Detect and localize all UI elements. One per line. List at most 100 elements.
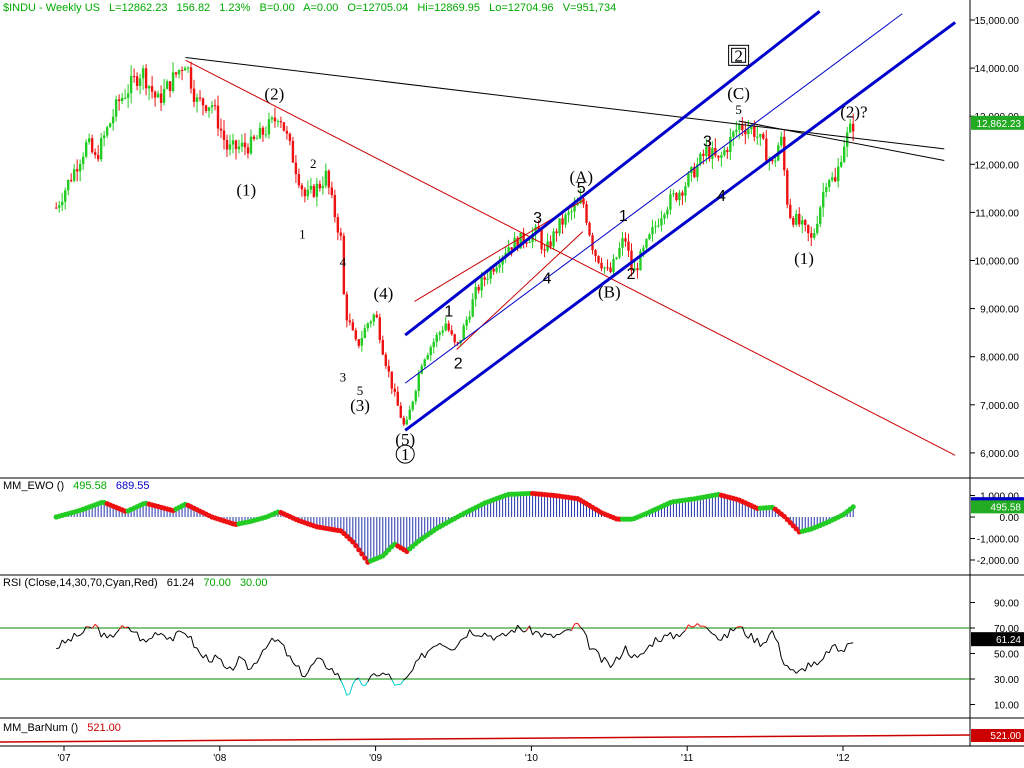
rsi-line-segment [840, 649, 845, 653]
rsi-line-segment [268, 637, 273, 644]
candle-body [318, 183, 322, 189]
candle-body [435, 334, 438, 342]
candle-body [423, 359, 426, 367]
rsi-line-segment [631, 654, 635, 659]
rsi-line-segment [211, 654, 216, 663]
rsi-line-segment [810, 661, 815, 668]
rsi-line-segment [154, 632, 159, 636]
rsi-line-segment [819, 658, 824, 662]
candle-body [714, 148, 717, 156]
candle-body [372, 314, 376, 322]
rsi-line-segment [747, 632, 752, 639]
candle-body [477, 286, 480, 291]
rsi-line-segment [301, 675, 306, 678]
rsi-line-segment [703, 625, 707, 628]
last-price: L=12862.23 [109, 2, 168, 14]
candle-body [816, 223, 819, 234]
rsi-line-segment [442, 645, 446, 648]
candle-body [63, 190, 67, 202]
rsi-line-segment [667, 632, 671, 637]
rsi-line-segment [768, 630, 773, 635]
candle-body [804, 220, 807, 225]
candle-body [171, 72, 175, 92]
candle-body [567, 212, 570, 215]
rsi-line-segment [175, 630, 180, 633]
rsi-line-segment [307, 665, 312, 673]
candle-body [555, 231, 558, 234]
rsi-line-segment [418, 652, 423, 660]
candle-body [750, 125, 753, 130]
candle-body [315, 183, 319, 197]
rsi-line-segment [56, 647, 60, 650]
wave-label: 5 [577, 180, 586, 197]
candle-body [747, 129, 750, 135]
candle-body [420, 366, 423, 374]
wave-label: (4) [373, 284, 393, 303]
wave-label: (B) [598, 283, 621, 302]
candle-body [294, 162, 298, 175]
candle-body [642, 247, 645, 252]
candle-body [126, 93, 130, 98]
candle-body [837, 166, 840, 182]
rsi-line-segment [445, 646, 449, 650]
candle-body [627, 241, 630, 251]
rsi-line-segment [547, 633, 551, 636]
rsi-line-segment [346, 693, 351, 696]
candle-body [291, 141, 295, 163]
rsi-oversold: 30.00 [239, 577, 268, 589]
rsi-line-segment [97, 627, 102, 638]
wave-label: 4 [340, 254, 347, 269]
rsi-line-segment [580, 626, 584, 631]
rsi-header: RSI (Close,14,30,70,Cyan,Red) 61.24 70.0… [3, 577, 273, 589]
rsi-line-segment [325, 667, 330, 671]
candle-body [384, 354, 387, 366]
candle-body [848, 123, 852, 133]
rsi-line-segment [289, 655, 294, 663]
candle-body [108, 123, 112, 128]
candle-body [378, 317, 381, 340]
rsi-line-segment [511, 629, 515, 633]
rsi-line-segment [472, 634, 476, 637]
wave-label: (2)? [840, 103, 867, 122]
rsi-line-segment [430, 646, 435, 650]
candle-body [306, 189, 310, 197]
rsi-line-segment [646, 644, 650, 650]
rsi-line-segment [343, 686, 348, 696]
candle-body [58, 205, 61, 208]
ewo-tick-label: 0.00 [1000, 513, 1020, 524]
candle-body [576, 203, 579, 206]
rsi-line-segment [505, 632, 509, 637]
candle-body [339, 232, 343, 236]
candle-body [123, 97, 127, 99]
rsi-line-segment [70, 633, 75, 642]
rsi-line-segment [679, 632, 683, 638]
candle-body [213, 105, 217, 107]
candle-body [105, 127, 109, 136]
candle-body [312, 185, 316, 197]
barnum-last-tag [971, 729, 1024, 742]
rsi-line-segment [720, 633, 725, 641]
candle-body [507, 247, 510, 254]
rsi-line-segment [283, 645, 288, 657]
price-tick-label: 6,000.00 [980, 449, 1019, 460]
rsi-line-segment [586, 635, 591, 650]
wave-label: 2 [310, 156, 317, 171]
candle-body [630, 250, 633, 271]
candle-body [513, 237, 516, 250]
rsi-line-segment [637, 653, 641, 658]
candle-body [483, 277, 486, 280]
candle-body [570, 211, 573, 213]
rsi-line-segment [196, 647, 201, 654]
rsi-line-segment [490, 635, 495, 641]
rsi-line-segment [157, 632, 162, 636]
rsi-line-segment [376, 674, 380, 677]
rsi-line-segment [694, 623, 698, 627]
rsi-line-segment [406, 673, 411, 678]
bid-value: B=0.00 [259, 2, 295, 14]
rsi-line-segment [723, 633, 728, 639]
candle-body [615, 257, 618, 259]
candle-body [273, 117, 277, 122]
wave-label: 2 [734, 46, 743, 65]
candle-body [558, 218, 561, 234]
